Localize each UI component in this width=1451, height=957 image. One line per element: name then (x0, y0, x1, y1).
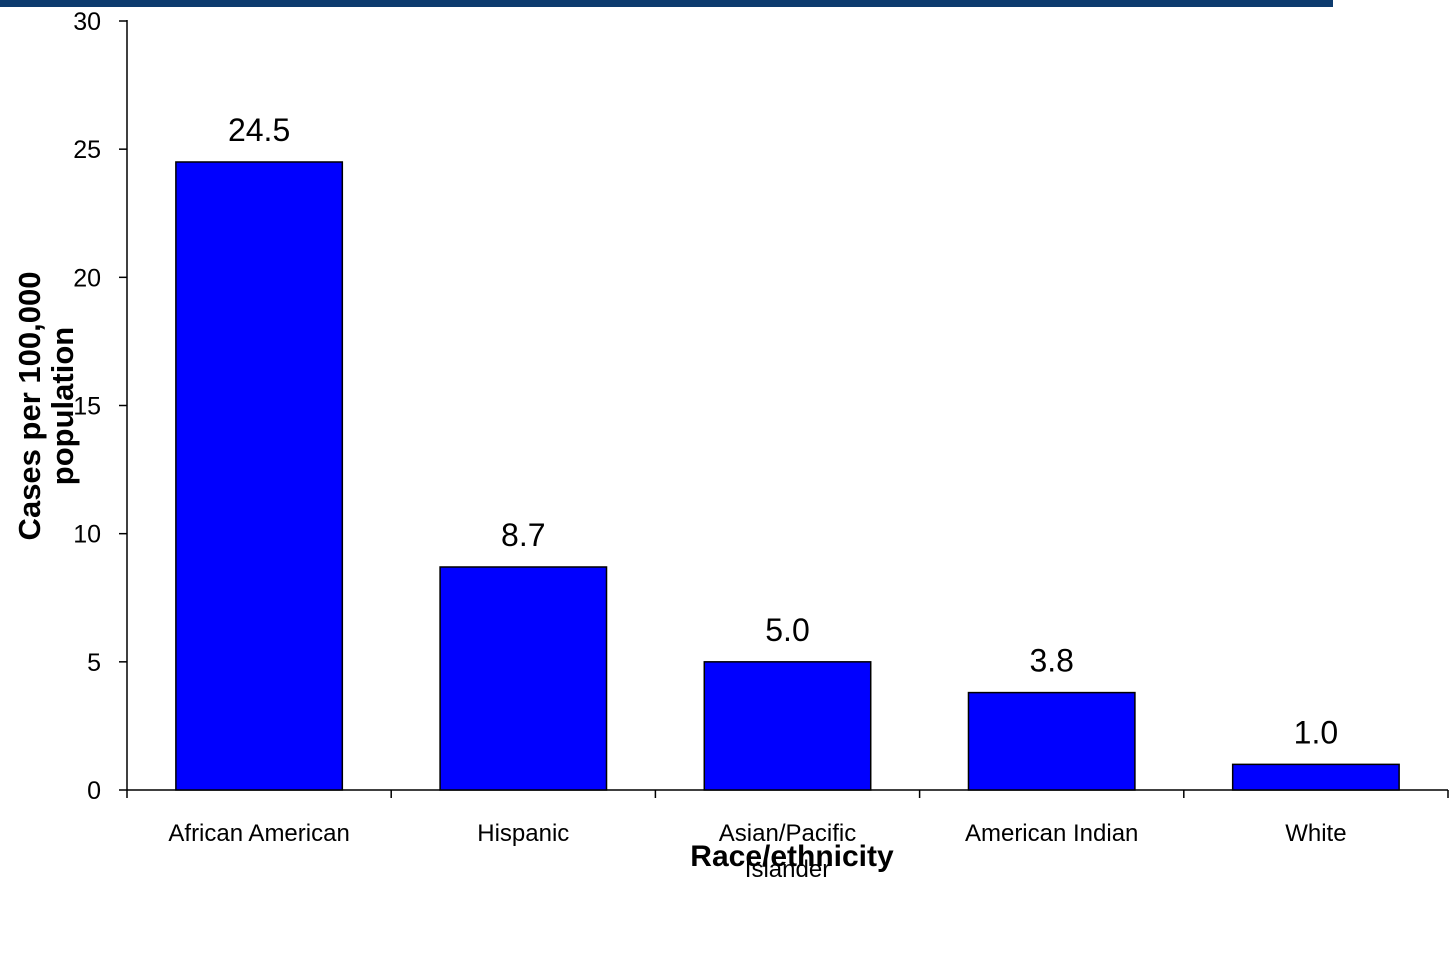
y-axis-title-line: population (45, 327, 80, 485)
bar (967, 691, 1136, 791)
x-tick-label: African American (168, 820, 349, 847)
bar-value-label: 24.5 (228, 112, 290, 148)
x-tick-label: Asian/Pacific (719, 820, 856, 847)
bar (175, 161, 344, 791)
header-accent-bar (0, 0, 1333, 7)
category-labels: African American Hispanic Asian/Pacific Isl… (168, 820, 1346, 883)
bars (175, 161, 1400, 791)
bar-value-label: 5.0 (765, 612, 809, 648)
y-tick-label: 30 (73, 8, 101, 36)
bar (703, 661, 872, 791)
x-tick-label: American Indian (965, 820, 1138, 847)
bar (439, 566, 608, 791)
bar-value-label: 8.7 (501, 517, 545, 553)
bar-value-label: 1.0 (1294, 714, 1338, 750)
value-labels: 24.5 8.7 5.0 3.8 1.0 (228, 112, 1338, 750)
y-axis: 0 5 10 15 20 25 30 (73, 8, 128, 805)
y-axis-title-line: Cases per 100,000 (12, 272, 47, 541)
x-tick-label: Islander (745, 856, 830, 883)
y-tick-label: 10 (73, 521, 101, 549)
bar-value-label: 3.8 (1029, 643, 1073, 679)
x-tick-label: White (1285, 820, 1346, 847)
y-tick-label: 5 (87, 649, 101, 677)
y-tick-label: 0 (87, 777, 101, 805)
x-axis-title: Race/ethnicity (690, 840, 894, 873)
bar (1231, 763, 1400, 791)
y-tick-label: 20 (73, 264, 101, 292)
x-tick-label: Hispanic (477, 820, 569, 847)
y-tick-label: 25 (73, 136, 101, 164)
y-tick-label: 15 (73, 393, 101, 421)
x-axis (126, 789, 1449, 798)
